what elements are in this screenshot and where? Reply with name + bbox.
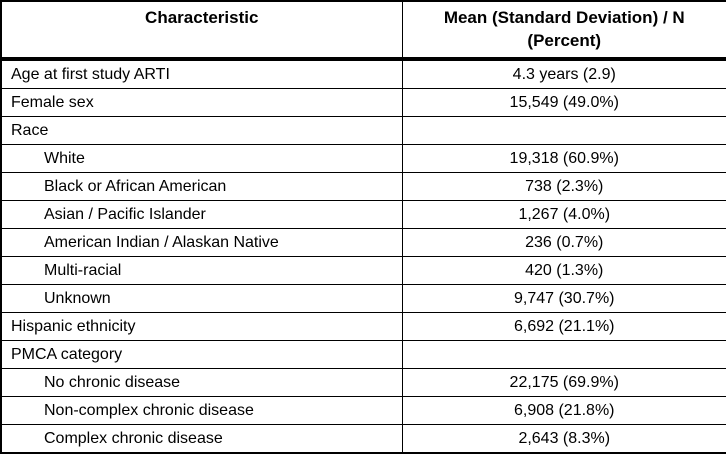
characteristic-cell: Age at first study ARTI	[0, 58, 403, 89]
characteristic-cell: Hispanic ethnicity	[0, 312, 403, 341]
characteristic-cell: Complex chronic disease	[0, 424, 403, 454]
characteristic-cell: Multi-racial	[0, 256, 403, 285]
characteristic-column-header: Characteristic	[0, 0, 403, 61]
value-cell: 738 (2.3%)	[401, 172, 726, 201]
table-row: Unknown 9,747 (30.7%)	[0, 284, 726, 313]
table-row: Multi-racial 420 (1.3%)	[0, 256, 726, 285]
value-cell: 420 (1.3%)	[401, 256, 726, 285]
value-cell: 15,549 (49.0%)	[401, 88, 726, 117]
table-row: Race	[0, 116, 726, 145]
table-row: Asian / Pacific Islander 1,267 (4.0%)	[0, 200, 726, 229]
value-cell: 6,692 (21.1%)	[401, 312, 726, 341]
value-column-header-line2: (Percent)	[527, 30, 602, 50]
value-cell: 19,318 (60.9%)	[401, 144, 726, 173]
value-cell: 22,175 (69.9%)	[401, 368, 726, 397]
value-cell: 9,747 (30.7%)	[401, 284, 726, 313]
characteristic-cell: Race	[0, 116, 403, 145]
table-body: Age at first study ARTI 4.3 years (2.9) Fe…	[0, 58, 726, 454]
value-column-header: Mean (Standard Deviation) / N (Percent)	[401, 0, 726, 61]
table-row: Age at first study ARTI 4.3 years (2.9)	[0, 58, 726, 89]
characteristic-cell: Black or African American	[0, 172, 403, 201]
table-row: Non-complex chronic disease 6,908 (21.8%)	[0, 396, 726, 425]
characteristic-cell: No chronic disease	[0, 368, 403, 397]
value-cell: 6,908 (21.8%)	[401, 396, 726, 425]
characteristic-cell: American Indian / Alaskan Native	[0, 228, 403, 257]
characteristic-cell: Non-complex chronic disease	[0, 396, 403, 425]
value-cell	[401, 116, 726, 145]
characteristic-cell: PMCA category	[0, 340, 403, 369]
table-row: Black or African American 738 (2.3%)	[0, 172, 726, 201]
characteristic-cell: Unknown	[0, 284, 403, 313]
value-cell: 2,643 (8.3%)	[401, 424, 726, 454]
table-row: American Indian / Alaskan Native 236 (0.7…	[0, 228, 726, 257]
table-row: Complex chronic disease 2,643 (8.3%)	[0, 424, 726, 454]
characteristic-cell: Asian / Pacific Islander	[0, 200, 403, 229]
table-row: No chronic disease 22,175 (69.9%)	[0, 368, 726, 397]
table-row: PMCA category	[0, 340, 726, 369]
value-cell	[401, 340, 726, 369]
characteristic-cell: Female sex	[0, 88, 403, 117]
value-cell: 236 (0.7%)	[401, 228, 726, 257]
table-row: White 19,318 (60.9%)	[0, 144, 726, 173]
value-cell: 1,267 (4.0%)	[401, 200, 726, 229]
table-row: Hispanic ethnicity 6,692 (21.1%)	[0, 312, 726, 341]
value-cell: 4.3 years (2.9)	[401, 58, 726, 89]
value-column-header-line1: Mean (Standard Deviation) / N	[443, 8, 685, 27]
table-row: Female sex 15,549 (49.0%)	[0, 88, 726, 117]
characteristic-cell: White	[0, 144, 403, 173]
header-row: Characteristic Mean (Standard Deviation)…	[0, 0, 726, 61]
table-header: Characteristic Mean (Standard Deviation)…	[0, 0, 726, 61]
